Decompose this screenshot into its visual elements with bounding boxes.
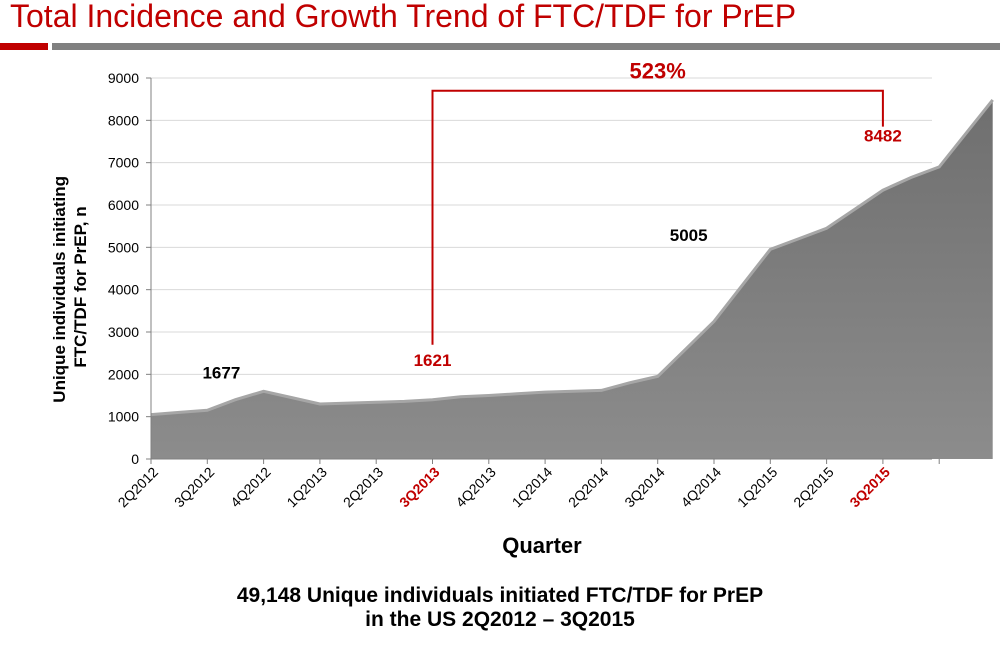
y-tick-label: 3000 <box>108 324 139 340</box>
y-axis-label-line2: FTC/TDF for PrEP, n <box>71 206 90 367</box>
growth-percent-label: 523% <box>630 59 686 84</box>
summary-caption-line2: in the US 2Q2012 – 3Q2015 <box>365 608 635 631</box>
x-tick-label: 3Q2015 <box>846 464 893 511</box>
data-label: 5005 <box>670 226 708 245</box>
x-tick-label: 2Q2012 <box>115 464 162 511</box>
x-axis-label: Quarter <box>502 533 582 558</box>
x-tick-labels: 2Q2012 3Q2012 4Q2012 1Q2013 2Q2013 3Q2013 4Q20… <box>115 464 894 511</box>
x-tick-label: 2Q2013 <box>340 464 387 511</box>
y-tick-label: 1000 <box>108 409 139 425</box>
series-area <box>151 99 993 460</box>
y-tick-label: 8000 <box>108 112 139 128</box>
data-labels: 1677 1621 5005 8482 <box>202 127 901 383</box>
y-axis-label: Unique individuals initiating FTC/TDF fo… <box>50 171 90 402</box>
x-tick-label: 1Q2013 <box>283 464 330 511</box>
data-label: 1621 <box>414 351 452 370</box>
x-tick-label: 4Q2013 <box>452 464 499 511</box>
y-tick-label: 7000 <box>108 155 139 171</box>
growth-bracket <box>431 89 884 345</box>
axes <box>146 77 940 464</box>
y-tick-label: 5000 <box>108 239 139 255</box>
title-rule-accent <box>0 43 48 50</box>
y-tick-label: 0 <box>131 451 139 467</box>
y-axis-label-line1: Unique individuals initiating <box>50 176 69 403</box>
title-rule <box>52 43 1000 50</box>
y-tick-label: 2000 <box>108 366 139 382</box>
x-tick-label: 2Q2015 <box>790 464 837 511</box>
x-tick-label: 3Q2012 <box>171 464 218 511</box>
x-tick-label: 3Q2014 <box>621 464 668 511</box>
summary-caption-line1: 49,148 Unique individuals initiated FTC/… <box>236 584 764 607</box>
series-line <box>150 98 994 417</box>
x-tick-label: 4Q2012 <box>227 464 274 511</box>
x-tick-label: 2Q2014 <box>565 464 612 511</box>
data-area <box>150 98 994 460</box>
y-tick-label: 9000 <box>108 70 139 86</box>
y-tick-label: 4000 <box>108 282 139 298</box>
growth-annotation: 523% <box>431 59 884 345</box>
data-label: 1677 <box>202 364 240 383</box>
x-tick-label: 1Q2015 <box>734 464 781 511</box>
y-tick-labels: 0 1000 2000 3000 4000 5000 6000 7000 8000 9000 <box>108 70 139 467</box>
x-tick-label: 4Q2014 <box>678 464 725 511</box>
y-tick-label: 6000 <box>108 197 139 213</box>
x-tick-label: 3Q2013 <box>396 464 443 511</box>
data-label: 8482 <box>864 127 902 146</box>
x-tick-label: 1Q2014 <box>509 464 556 511</box>
area-chart: 0 1000 2000 3000 4000 5000 6000 7000 8000 9000 2Q… <box>50 59 994 558</box>
page-title: Total Incidence and Growth Trend of FTC/… <box>10 0 797 34</box>
